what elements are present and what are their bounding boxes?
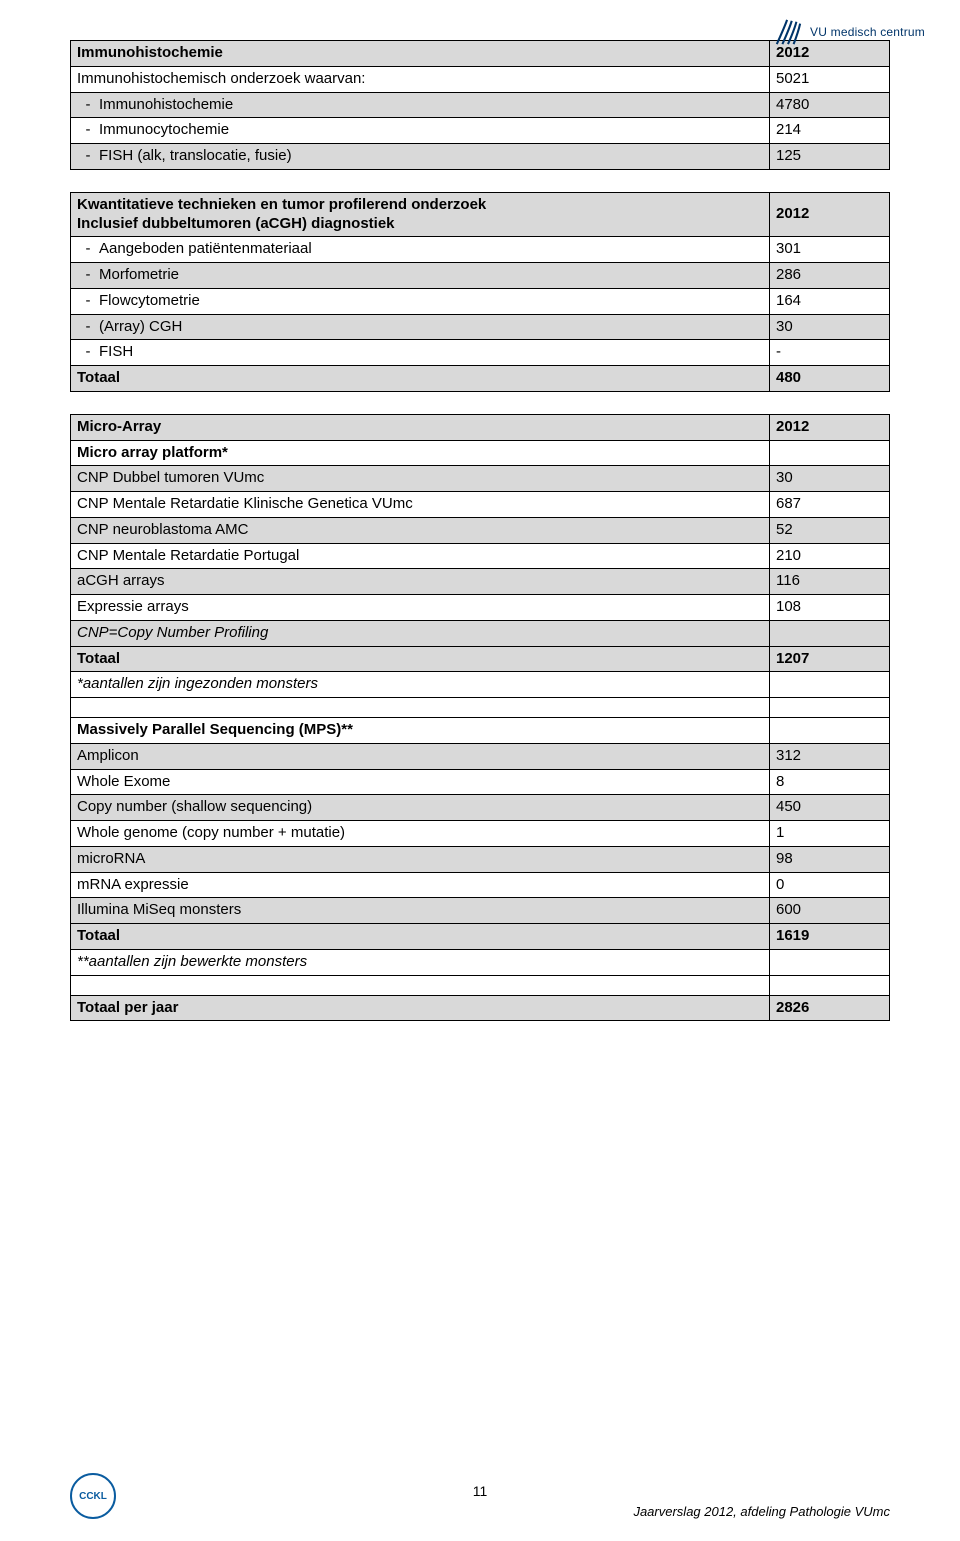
t3-r1-val: 30 xyxy=(770,466,890,492)
t3-r4-val: 210 xyxy=(770,543,890,569)
t2-r1-val: 301 xyxy=(770,237,890,263)
t3-m2-val: 8 xyxy=(770,769,890,795)
t2-r3-label: -Flowcytometrie xyxy=(71,288,770,314)
t3-sub2: Massively Parallel Sequencing (MPS)** xyxy=(71,718,770,744)
t3-r6-label: Expressie arrays xyxy=(71,595,770,621)
t3-m7-label: Illumina MiSeq monsters xyxy=(71,898,770,924)
t3-mtotal-val: 1619 xyxy=(770,924,890,950)
t3-sub1: Micro array platform* xyxy=(71,440,770,466)
t3-m4-label: Whole genome (copy number + mutatie) xyxy=(71,821,770,847)
t3-r5-label: aCGH arrays xyxy=(71,569,770,595)
logo-stripes-icon xyxy=(774,18,802,46)
table-immunohistochemie: Immunohistochemie 2012 Immunohistochemis… xyxy=(70,40,890,170)
t2-r1-label: -Aangeboden patiëntenmateriaal xyxy=(71,237,770,263)
t3-m5-val: 98 xyxy=(770,846,890,872)
t2-header-label: Kwantitatieve technieken en tumor profil… xyxy=(71,192,770,237)
t3-r2-label: CNP Mentale Retardatie Klinische Genetic… xyxy=(71,492,770,518)
t3-header-year: 2012 xyxy=(770,414,890,440)
table-microarray: Micro-Array 2012 Micro array platform* C… xyxy=(70,414,890,1022)
t1-r4-val: 125 xyxy=(770,144,890,170)
t3-final-label: Totaal per jaar xyxy=(71,995,770,1021)
t3-m2-label: Whole Exome xyxy=(71,769,770,795)
t3-m3-val: 450 xyxy=(770,795,890,821)
t2-total-label: Totaal xyxy=(71,366,770,392)
t2-r4-label: -(Array) CGH xyxy=(71,314,770,340)
t1-r1-val: 5021 xyxy=(770,66,890,92)
t3-r5-val: 116 xyxy=(770,569,890,595)
footer-text: Jaarverslag 2012, afdeling Pathologie VU… xyxy=(633,1504,890,1519)
page-footer: CCKL Jaarverslag 2012, afdeling Patholog… xyxy=(0,1473,960,1519)
t3-r1-label: CNP Dubbel tumoren VUmc xyxy=(71,466,770,492)
t3-final-val: 2826 xyxy=(770,995,890,1021)
t3-m4-val: 1 xyxy=(770,821,890,847)
t3-r7-note: CNP=Copy Number Profiling xyxy=(71,620,770,646)
t1-r4-label: -FISH (alk, translocatie, fusie) xyxy=(71,144,770,170)
t3-r6-val: 108 xyxy=(770,595,890,621)
brand-logo: VU medisch centrum xyxy=(774,18,925,46)
t3-r3-label: CNP neuroblastoma AMC xyxy=(71,517,770,543)
t1-r2-label: -Immunohistochemie xyxy=(71,92,770,118)
brand-text: VU medisch centrum xyxy=(810,25,925,39)
t3-r4-label: CNP Mentale Retardatie Portugal xyxy=(71,543,770,569)
t3-r2-val: 687 xyxy=(770,492,890,518)
t3-m6-label: mRNA expressie xyxy=(71,872,770,898)
t1-r1-label: Immunohistochemisch onderzoek waarvan: xyxy=(71,66,770,92)
t3-m1-val: 312 xyxy=(770,743,890,769)
t2-header-year: 2012 xyxy=(770,192,890,237)
t2-total-val: 480 xyxy=(770,366,890,392)
table-kwantitatieve: Kwantitatieve technieken en tumor profil… xyxy=(70,192,890,392)
t2-r3-val: 164 xyxy=(770,288,890,314)
t3-note: *aantallen zijn ingezonden monsters xyxy=(71,672,770,698)
t3-total-val: 1207 xyxy=(770,646,890,672)
t1-r2-val: 4780 xyxy=(770,92,890,118)
t3-m5-label: microRNA xyxy=(71,846,770,872)
t2-r5-label: -FISH xyxy=(71,340,770,366)
t2-r4-val: 30 xyxy=(770,314,890,340)
t3-mtotal-label: Totaal xyxy=(71,924,770,950)
t1-header-label: Immunohistochemie xyxy=(71,41,770,67)
t2-r2-val: 286 xyxy=(770,263,890,289)
t2-r2-label: -Morfometrie xyxy=(71,263,770,289)
t3-mnote: **aantallen zijn bewerkte monsters xyxy=(71,949,770,975)
t2-r5-val: - xyxy=(770,340,890,366)
t1-r3-label: -Immunocytochemie xyxy=(71,118,770,144)
t3-r3-val: 52 xyxy=(770,517,890,543)
t3-total-label: Totaal xyxy=(71,646,770,672)
t3-m1-label: Amplicon xyxy=(71,743,770,769)
t1-r3-val: 214 xyxy=(770,118,890,144)
t3-header-label: Micro-Array xyxy=(71,414,770,440)
t3-m3-label: Copy number (shallow sequencing) xyxy=(71,795,770,821)
ckl-logo-icon: CCKL xyxy=(70,1473,116,1519)
t3-m6-val: 0 xyxy=(770,872,890,898)
t3-m7-val: 600 xyxy=(770,898,890,924)
